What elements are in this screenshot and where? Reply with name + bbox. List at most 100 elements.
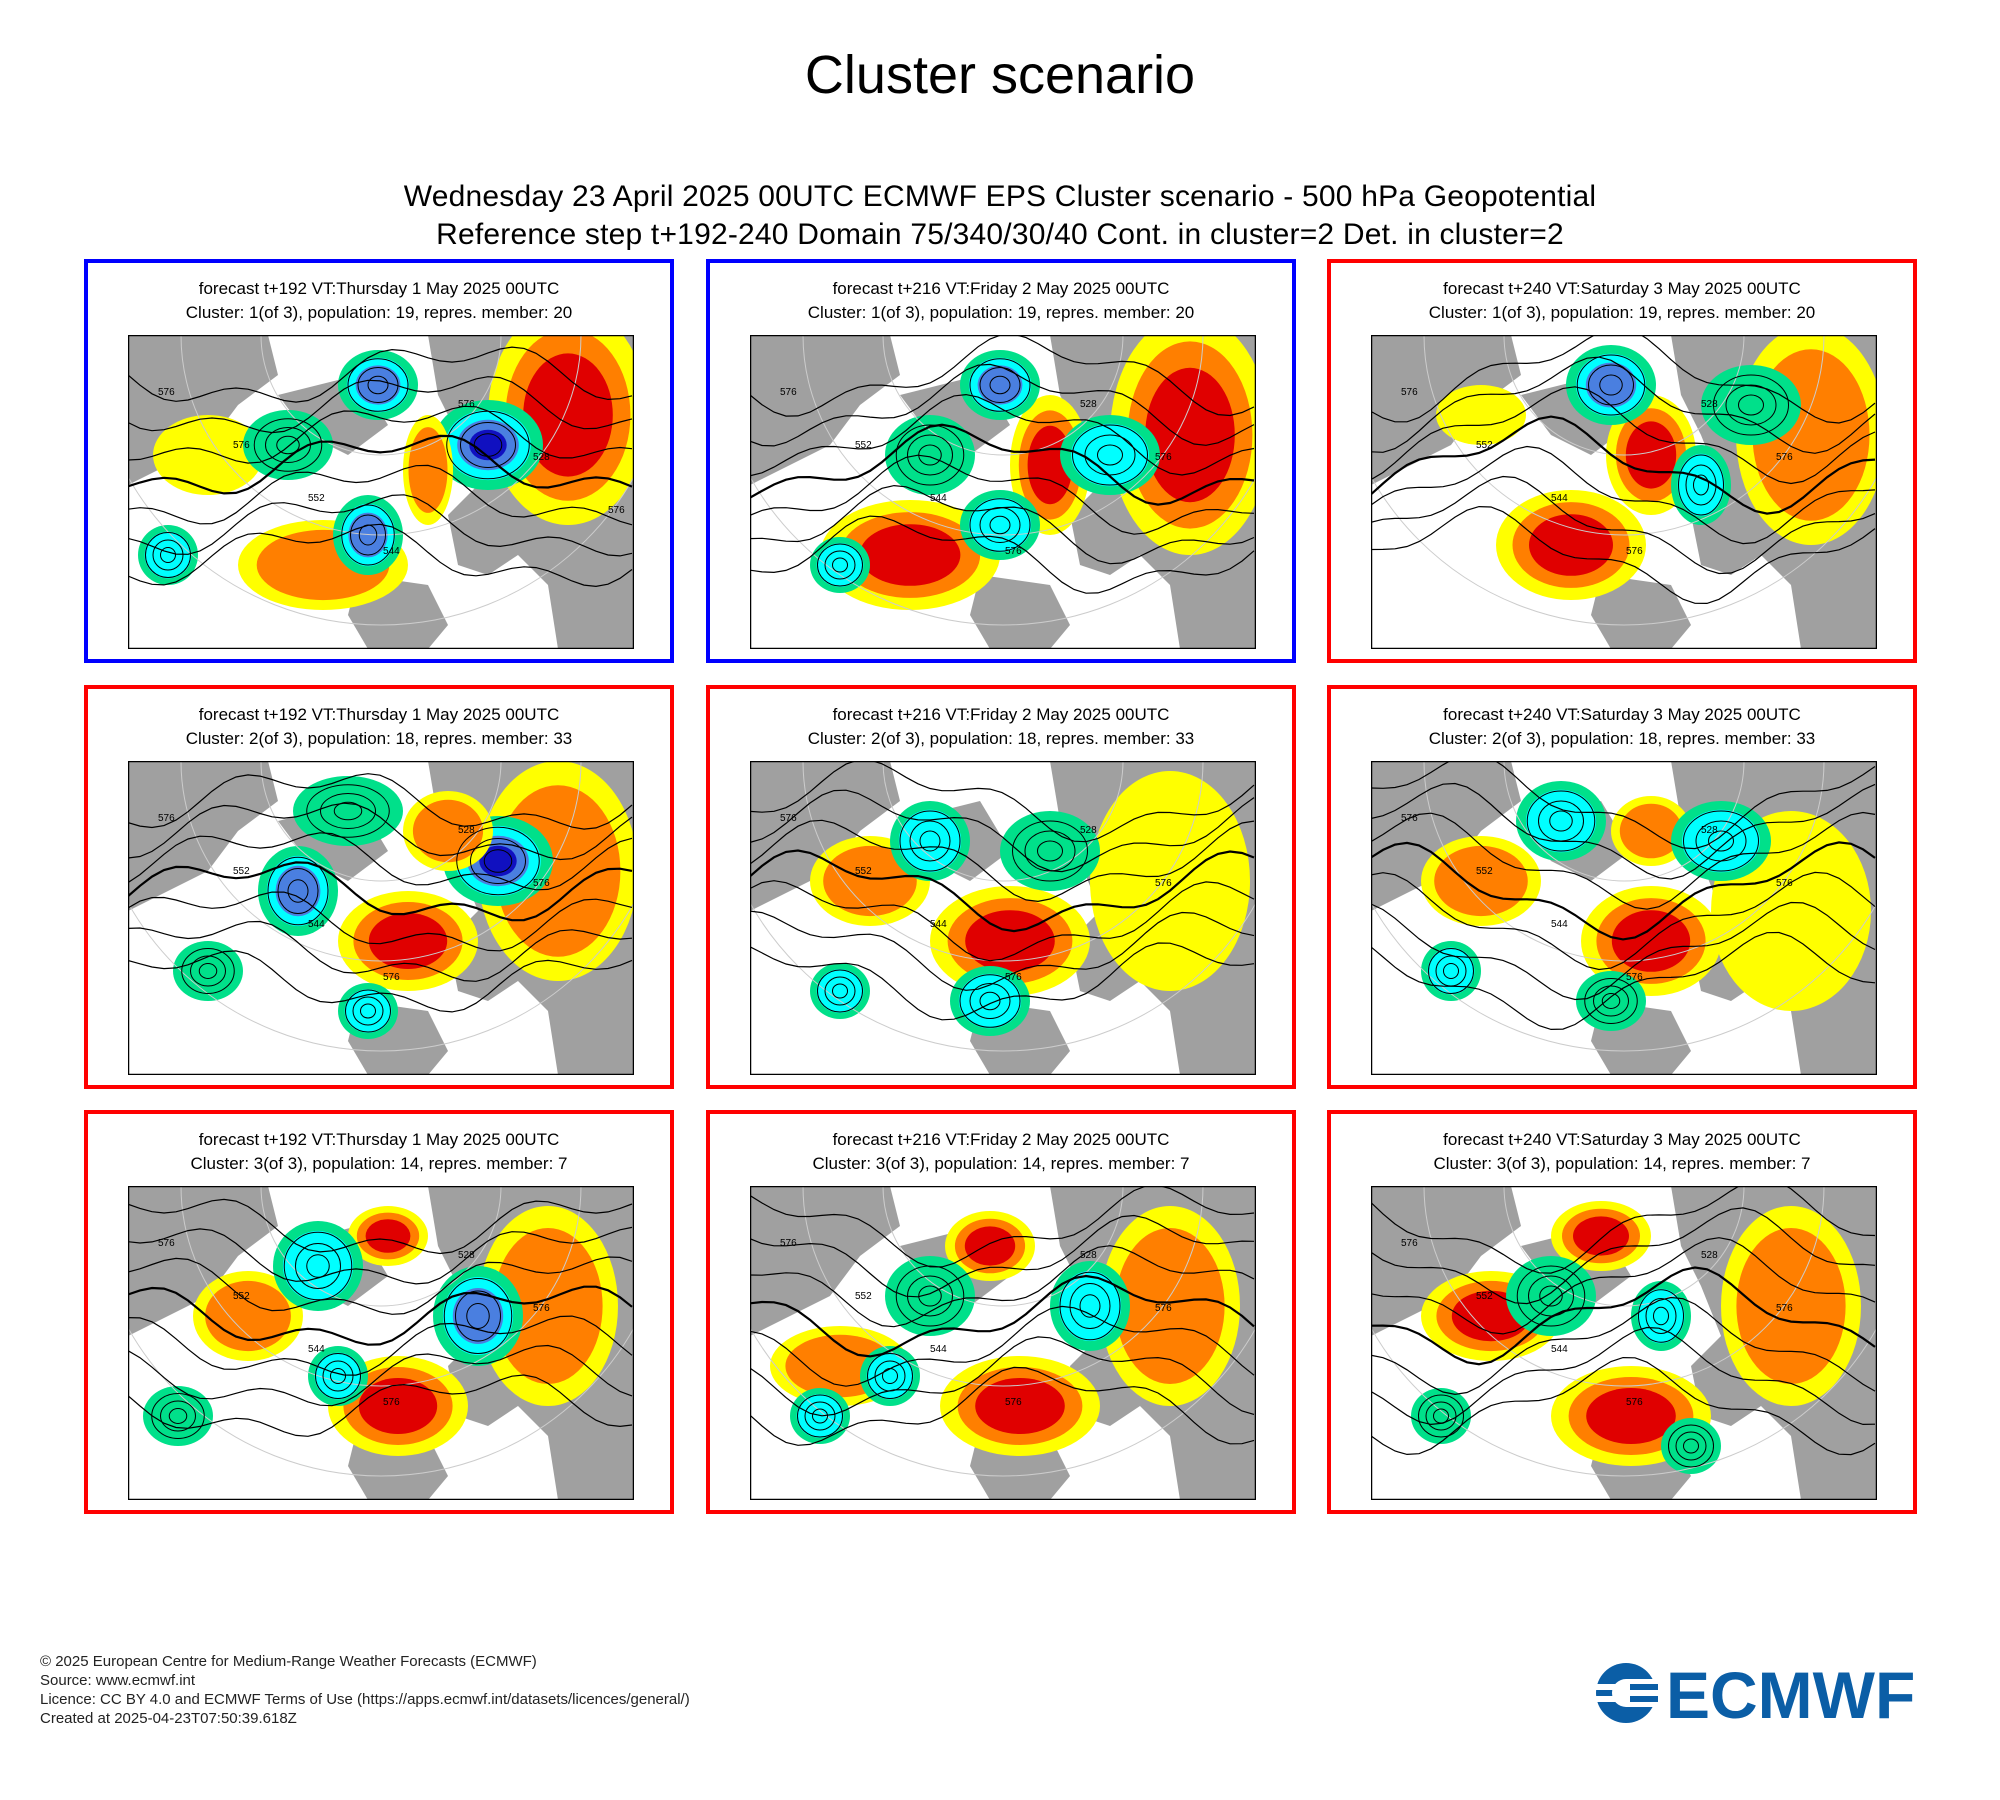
geopotential-contour [128,1344,633,1407]
panel-forecast-title: forecast t+240 VT:Saturday 3 May 2025 00… [1443,1130,1801,1149]
geopotential-contour [750,393,1255,477]
map-land [750,761,900,911]
map-frame [1371,761,1877,1075]
closed-low-contour [895,424,965,486]
closed-low-contour [277,868,319,914]
positive-anomaly-shading [365,1219,411,1253]
closed-low-contour [460,422,516,468]
latitude-circle [180,1186,582,1387]
closed-low-contour [1668,1424,1714,1468]
contour-label: 528 [1701,399,1718,410]
closed-low-contour [1685,464,1717,506]
closed-low-contour [989,375,1011,395]
closed-low-contour [1599,374,1623,396]
geopotential-contour [128,1256,633,1315]
closed-low-contour [190,955,226,987]
latitude-circle [882,761,1124,882]
page-title: Cluster scenario [804,45,1196,105]
contour-label: 552 [233,1291,250,1302]
panel-forecast-title: forecast t+240 VT:Saturday 3 May 2025 00… [1443,705,1801,724]
closed-low-contour [1593,985,1629,1017]
contour-label: 528 [1080,1250,1097,1261]
contour-label: 528 [1080,825,1097,836]
geopotential-contour [750,789,1255,873]
geopotential-contour [128,405,633,464]
geopotential-map: 576 552 544 576 528 576 [1371,761,1877,1075]
latitude-circle [260,1186,502,1307]
closed-low-contour [181,948,235,994]
map-land [128,1186,278,1336]
panel-forecast-title: forecast t+192 VT:Thursday 1 May 2025 00… [198,279,560,298]
closed-low-contour [287,879,309,903]
closed-low-contour [979,367,1021,403]
closed-low-contour [1576,354,1646,416]
geopotential-contour [1371,931,1876,1031]
geopotential-contour [128,920,633,982]
cluster-panel: forecast t+240 VT:Saturday 3 May 2025 00… [1327,1110,1917,1514]
negative-anomaly-shading [344,989,392,1033]
negative-anomaly-shading [293,776,403,846]
negative-anomaly-shading [282,1230,354,1302]
contour-label: 552 [855,1291,872,1302]
geopotential-contour [750,880,1255,962]
closed-low-contour [959,974,1021,1028]
chart-subtitle-line-2: Reference step t+192-240 Domain 75/340/3… [436,218,1564,251]
contour-label: 544 [308,919,325,930]
closed-low-contour [1738,394,1764,416]
closed-low-contour [341,504,395,566]
closed-low-contour [330,1368,346,1384]
closed-low-contour [276,435,300,455]
latitude-circle [180,761,582,962]
contour-label: 552 [1476,440,1493,451]
geopotential-map: 576 552 544 576 528 576 [750,1186,1256,1500]
map-frame [750,335,1256,649]
contour-label: 552 [1476,866,1493,877]
positive-anomaly-shading [523,353,613,477]
geopotential-contour [1371,761,1876,850]
closed-low-contour [198,963,218,979]
geopotential-contour [750,1305,1255,1387]
closed-low-contour [882,1368,898,1384]
closed-low-contour [145,532,191,578]
negative-anomaly-shading [958,973,1022,1029]
map-frame [1371,335,1877,649]
negative-anomaly-shading [796,1394,844,1438]
geopotential-contour [750,1274,1255,1358]
closed-low-contour [473,433,503,457]
negative-anomaly-shading [1677,453,1725,517]
latitude-circle [1371,475,1877,626]
closed-low-contour [160,547,176,563]
geopotential-map: 576 552 544 576 528 576 [1371,335,1877,649]
closed-low-contour [969,358,1031,412]
geopotential-contour [128,376,633,434]
closed-low-contour [443,1278,513,1354]
contour-label: 528 [1080,399,1097,410]
closed-low-contour [320,793,376,829]
positive-anomaly-shading [1573,1216,1629,1256]
closed-low-contour [352,996,384,1026]
geopotential-contour [1371,445,1876,545]
ecmwf-logo: ECMWF [1596,1658,1915,1728]
cluster-panel: forecast t+216 VT:Friday 2 May 2025 00UT… [706,259,1296,663]
map-frame [128,761,634,1075]
geopotential-contour [1371,871,1876,971]
positive-anomaly-shading [205,1280,291,1352]
negative-anomaly-shading [143,1386,213,1446]
closed-low-contour [1425,1401,1457,1431]
closed-low-contour [1435,955,1467,987]
closed-low-contour [360,1003,376,1019]
geopotential-contour [1371,1356,1876,1456]
geopotential-contour [128,1374,633,1437]
positive-anomaly-shading [1529,514,1613,576]
closed-low-contour [1079,1294,1101,1318]
closed-low-contour [1653,1306,1669,1326]
contour-label: 576 [1401,813,1418,824]
contour-label: 576 [608,505,625,516]
geopotential-contour [1371,335,1876,424]
contour-label: 576 [1155,1303,1172,1314]
geopotential-contour [750,1214,1255,1298]
panel-cluster-info: Cluster: 1(of 3), population: 19, repres… [807,303,1195,322]
contour-label: 544 [308,1344,325,1355]
geopotential-contour [128,832,633,891]
latitude-circle [750,901,1256,1052]
